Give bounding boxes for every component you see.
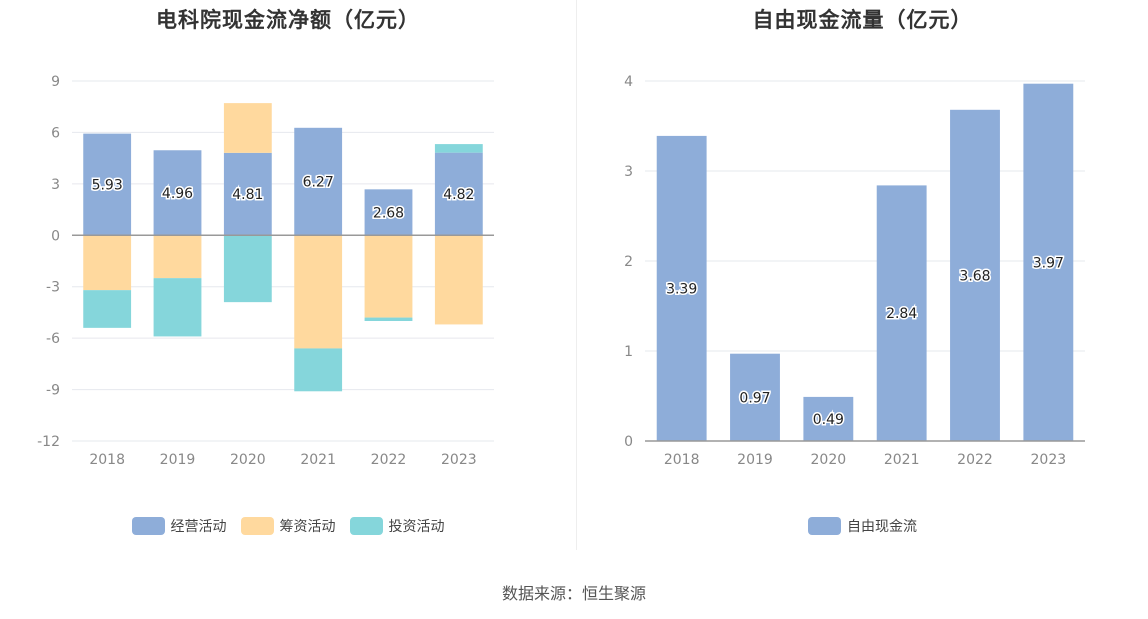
data-label: 6.27 <box>303 175 334 191</box>
left-chart-panel: 电科院现金流净额（亿元） 9 6 3 0 -3 -6 -9 -12 2018 2019 2020 20… <box>0 0 576 560</box>
bar-2021-0 <box>876 185 927 441</box>
y-tick-label: 4 <box>624 74 633 90</box>
bar-2019-1 <box>153 235 202 279</box>
right-chart-legend: 自由现金流 <box>577 516 1148 536</box>
x-tick-label: 2021 <box>300 452 336 468</box>
x-tick-label: 2018 <box>664 452 700 468</box>
panel-divider <box>576 0 577 550</box>
legend-item-fcf[interactable]: 自由现金流 <box>808 516 917 536</box>
data-label: 0.97 <box>739 390 770 406</box>
data-label: 2.84 <box>886 306 917 322</box>
data-label: 3.39 <box>666 281 697 297</box>
bar-2022-0 <box>364 189 413 236</box>
left-chart-legend: 经营活动 筹资活动 投资活动 <box>0 516 576 536</box>
bar-2022-2 <box>364 317 413 321</box>
y-tick-label: 0 <box>51 228 60 244</box>
y-tick-label: -6 <box>46 331 60 347</box>
bar-2018-1 <box>83 235 132 291</box>
legend-swatch-investing <box>349 517 383 535</box>
legend-label-financing: 筹资活动 <box>279 519 336 535</box>
bar-2020-1 <box>223 103 272 153</box>
x-tick-label: 2019 <box>160 452 196 468</box>
legend-swatch-financing <box>240 517 274 535</box>
data-label: 2.68 <box>373 205 404 221</box>
left-chart-title: 电科院现金流净额（亿元） <box>156 8 420 32</box>
bar-2023-1 <box>434 235 483 325</box>
bar-2023-0 <box>1023 83 1074 441</box>
y-tick-label: 9 <box>51 74 60 90</box>
legend-label-operating: 经营活动 <box>170 519 227 535</box>
right-chart-title: 自由现金流量（亿元） <box>752 8 973 32</box>
x-tick-label: 2023 <box>1031 452 1067 468</box>
bar-2021-0 <box>294 127 343 236</box>
x-tick-label: 2020 <box>811 452 847 468</box>
x-tick-label: 2023 <box>441 452 477 468</box>
y-tick-label: -12 <box>37 434 60 450</box>
y-tick-label: 3 <box>624 164 633 180</box>
y-tick-label: 6 <box>51 125 60 141</box>
data-label: 4.82 <box>443 187 474 203</box>
right-chart-panel: 自由现金流量（亿元） 4 3 2 1 0 2018 2019 2020 2021 2022 2023… <box>577 0 1148 560</box>
legend-label-investing: 投资活动 <box>388 519 445 535</box>
bar-2023-2 <box>434 144 483 153</box>
bar-2020-2 <box>223 235 272 303</box>
bar-2018-2 <box>83 290 132 328</box>
bar-2018-0 <box>83 133 132 236</box>
data-label: 5.93 <box>92 177 123 193</box>
bar-2018-0 <box>656 135 707 441</box>
legend-swatch-fcf <box>808 517 841 535</box>
bar-2019-2 <box>153 278 202 337</box>
legend-swatch-operating <box>131 517 165 535</box>
bar-2023-0 <box>434 152 483 236</box>
data-source-note: 数据来源：恒生聚源 <box>501 584 646 603</box>
x-tick-label: 2019 <box>737 452 773 468</box>
bar-2021-1 <box>294 235 343 349</box>
bar-2021-2 <box>294 348 343 392</box>
data-label: 0.49 <box>813 412 844 428</box>
y-tick-label: -9 <box>46 383 60 399</box>
x-tick-label: 2022 <box>957 452 993 468</box>
data-label: 3.97 <box>1033 255 1064 271</box>
data-label: 3.68 <box>959 268 990 284</box>
cashflow-stacked-bar-chart: 9 6 3 0 -3 -6 -9 -12 2018 2019 2020 2021 2022 2023 5.9… <box>37 74 494 468</box>
bar-2022-1 <box>364 235 413 318</box>
y-tick-label: 3 <box>51 177 60 193</box>
x-tick-label: 2020 <box>230 452 266 468</box>
legend-label-fcf: 自由现金流 <box>847 519 917 535</box>
bar-2022-0 <box>950 109 1000 442</box>
bar-2019-0 <box>153 150 202 236</box>
legend-item-operating[interactable]: 经营活动 <box>131 516 227 536</box>
legend-item-financing[interactable]: 筹资活动 <box>240 516 336 536</box>
y-tick-label: 1 <box>624 344 633 360</box>
x-tick-label: 2022 <box>371 452 407 468</box>
data-label: 4.96 <box>162 186 193 202</box>
bar-2020-0 <box>223 152 272 236</box>
data-label: 4.81 <box>232 187 263 203</box>
y-tick-label: 0 <box>624 434 633 450</box>
legend-item-investing[interactable]: 投资活动 <box>349 516 445 536</box>
bar-2020-0 <box>803 396 854 441</box>
y-tick-label: 2 <box>624 254 633 270</box>
y-tick-label: -3 <box>46 280 60 296</box>
bar-2019-0 <box>730 353 780 441</box>
x-tick-label: 2021 <box>884 452 920 468</box>
x-tick-label: 2018 <box>89 452 125 468</box>
free-cashflow-bar-chart: 4 3 2 1 0 2018 2019 2020 2021 2022 2023 3.39 0.97 0.4… <box>624 74 1085 468</box>
